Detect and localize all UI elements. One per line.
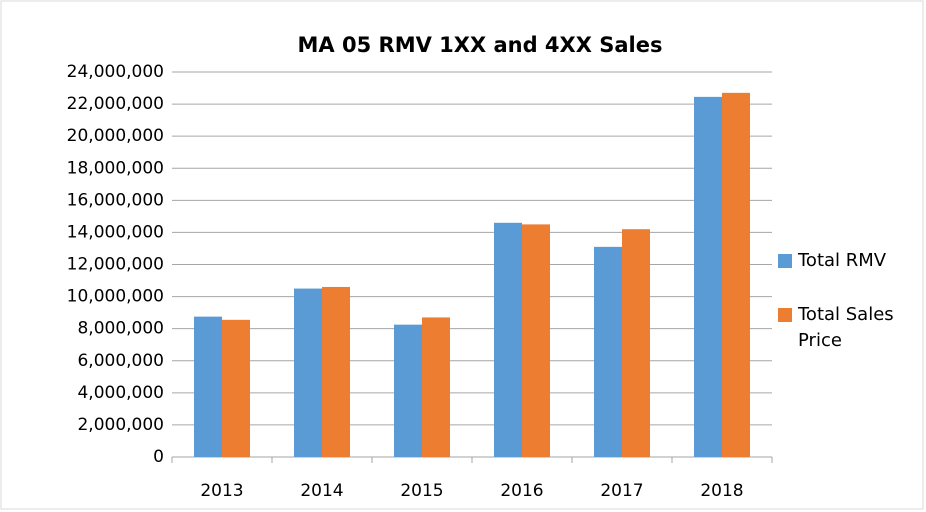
bar xyxy=(522,224,550,457)
bar xyxy=(322,286,350,457)
y-tick-label: 4,000,000 xyxy=(77,383,164,403)
x-tick-label: 2014 xyxy=(300,481,343,501)
bar xyxy=(722,92,750,458)
bar xyxy=(194,316,222,457)
x-tick-label: 2013 xyxy=(200,481,243,501)
y-tick-label: 8,000,000 xyxy=(77,319,164,339)
bar xyxy=(694,96,722,457)
legend-swatch xyxy=(778,254,792,268)
y-tick-label: 24,000,000 xyxy=(67,62,164,82)
x-tick-label: 2016 xyxy=(500,481,543,501)
chart-title: MA 05 RMV 1XX and 4XX Sales xyxy=(298,33,663,57)
bar xyxy=(494,222,522,457)
bar xyxy=(222,319,250,457)
y-tick-label: 22,000,000 xyxy=(67,94,164,114)
bar xyxy=(422,317,450,457)
y-tick-label: 10,000,000 xyxy=(67,287,164,307)
legend-swatch xyxy=(778,308,792,322)
x-tick-label: 2017 xyxy=(600,481,643,501)
bar xyxy=(594,246,622,457)
y-tick-label: 14,000,000 xyxy=(67,222,164,242)
y-tick-label: 20,000,000 xyxy=(67,126,164,146)
y-tick-label: 2,000,000 xyxy=(77,415,164,435)
legend-item: Total Sales Price xyxy=(778,302,923,354)
y-tick-label: 12,000,000 xyxy=(67,255,164,275)
bar xyxy=(622,229,650,457)
y-tick-label: 18,000,000 xyxy=(67,158,164,178)
y-tick-label: 16,000,000 xyxy=(67,190,164,210)
x-tick-label: 2018 xyxy=(700,481,743,501)
y-tick-label: 0 xyxy=(153,447,164,467)
legend-label: Total Sales Price xyxy=(798,304,894,351)
bar xyxy=(394,324,422,457)
legend-item: Total RMV xyxy=(778,248,923,274)
x-tick-label: 2015 xyxy=(400,481,443,501)
legend: Total RMV Total Sales Price xyxy=(778,248,923,382)
bar xyxy=(294,288,322,457)
y-tick-label: 6,000,000 xyxy=(77,351,164,371)
legend-label: Total RMV xyxy=(798,250,887,271)
